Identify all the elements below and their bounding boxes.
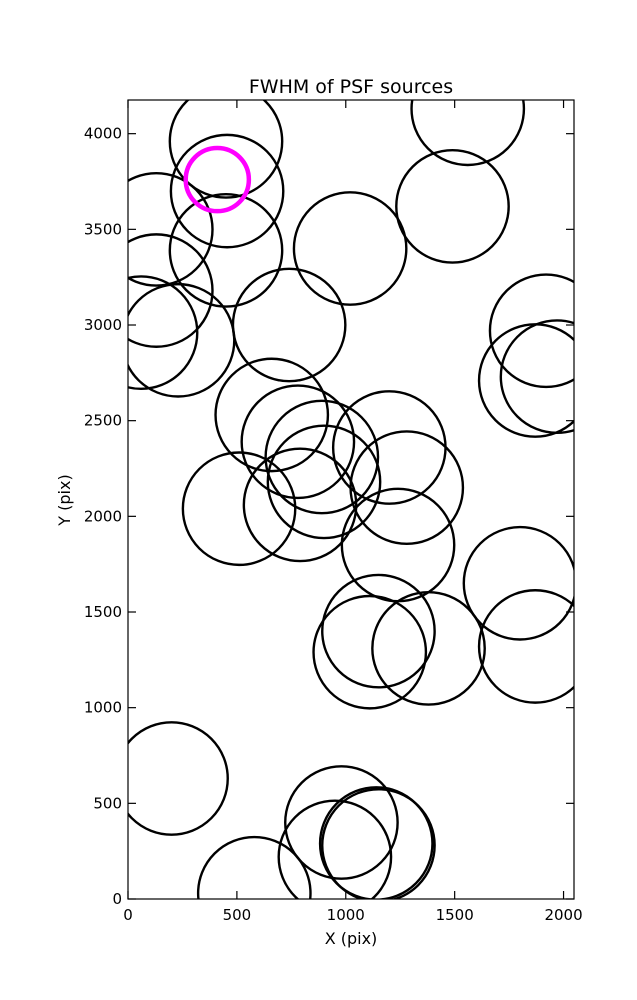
highlight-layer	[183, 145, 252, 214]
source-circle-11	[231, 267, 347, 383]
plot-frame	[127, 99, 575, 900]
source-circle-27	[371, 590, 486, 706]
y-tick-label-2000: 2000	[84, 507, 122, 525]
source-circles	[128, 100, 574, 899]
y-tick-label-2500: 2500	[84, 412, 122, 430]
y-tick-label-3000: 3000	[84, 316, 122, 334]
source-circle-16	[240, 384, 356, 500]
y-tick-label-3500: 3500	[84, 220, 122, 238]
y-tick-label-1000: 1000	[84, 699, 122, 717]
source-circle-1	[168, 100, 284, 199]
source-circle-23	[340, 487, 456, 603]
source-circle-21	[242, 447, 358, 563]
source-circle-30	[284, 765, 399, 880]
highlight-source-circle	[183, 145, 252, 214]
source-circle-7	[395, 148, 510, 264]
source-circle-24	[462, 525, 574, 641]
source-circle-17	[264, 399, 380, 515]
y-tick-label-4000: 4000	[84, 125, 122, 143]
source-circle-3	[169, 133, 285, 249]
plot-area	[128, 100, 574, 899]
source-circle-10	[128, 282, 236, 398]
x-tick-label-0: 0	[123, 906, 133, 924]
chart-title: FWHM of PSF sources	[249, 76, 453, 98]
source-circle-28	[477, 589, 574, 704]
source-circle-25	[321, 573, 436, 689]
source-circle-20	[181, 451, 297, 567]
x-axis: 0 500 1000 1500 2000	[123, 100, 583, 924]
source-circle-19	[349, 430, 465, 546]
source-circle-15	[214, 357, 330, 473]
x-tick-label-1000: 1000	[327, 906, 365, 924]
source-circle-5	[168, 192, 284, 308]
x-tick-label-500: 500	[223, 906, 252, 924]
source-circle-32	[318, 786, 434, 899]
x-tick-label-2000: 2000	[544, 906, 582, 924]
source-circle-22	[266, 424, 382, 540]
y-axis: 0 500 1000 1500 2000 2500 3000 3500 4000	[84, 125, 574, 908]
source-circle-34	[196, 835, 312, 899]
source-circle-2	[410, 100, 526, 167]
source-circle-14	[499, 319, 574, 435]
source-circle-8	[128, 233, 214, 348]
y-tick-label-500: 500	[93, 794, 122, 812]
x-axis-label: X (pix)	[325, 929, 378, 948]
source-circle-6	[292, 191, 408, 306]
source-circle-26	[312, 594, 428, 710]
source-circle-33	[321, 788, 436, 899]
source-circle-9	[128, 275, 199, 391]
source-circle-12	[488, 273, 574, 389]
y-axis-label: Y (pix)	[55, 474, 74, 526]
y-tick-label-0: 0	[112, 890, 122, 908]
source-circle-4	[128, 171, 214, 287]
source-circle-31	[277, 799, 393, 899]
source-circle-29	[128, 721, 229, 836]
x-tick-label-1500: 1500	[436, 906, 474, 924]
y-tick-label-1500: 1500	[84, 603, 122, 621]
